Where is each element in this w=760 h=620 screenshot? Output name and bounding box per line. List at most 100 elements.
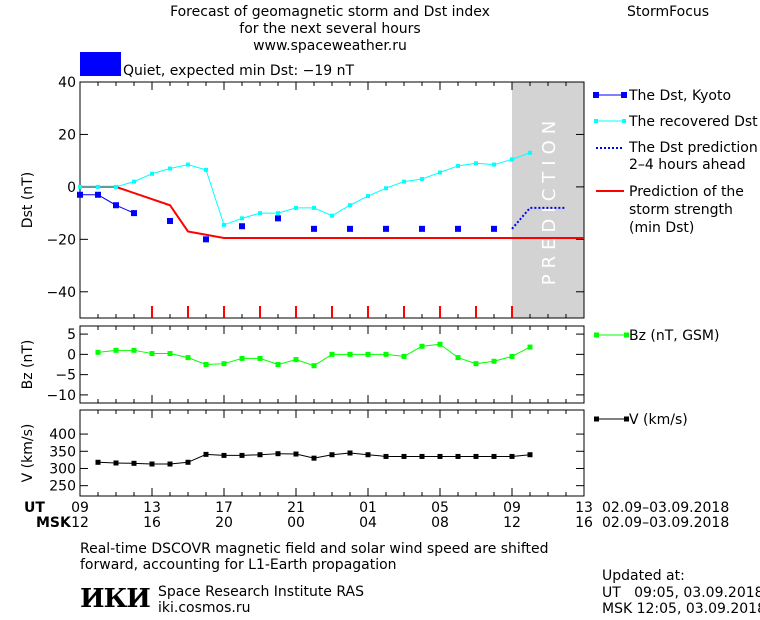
y-tick-label: 0 (67, 347, 76, 363)
legend-v-swatch (594, 416, 599, 422)
dst-kyoto-point (131, 210, 137, 217)
y-tick-label: 400 (49, 427, 76, 443)
updated-msk: MSK 12:05, 03.09.2018 (602, 601, 760, 617)
bz-point (365, 351, 371, 357)
bz-point (203, 362, 209, 367)
bz-point (275, 362, 281, 367)
ut-tick-label: 17 (215, 500, 233, 516)
dst-kyoto-point (77, 191, 83, 198)
legend-v-swatch (624, 416, 629, 422)
dst-kyoto-point (347, 225, 353, 232)
y-tick-label: 5 (67, 327, 76, 343)
dst-prediction-line (511, 206, 566, 230)
v-point (239, 452, 245, 458)
v-point (347, 450, 353, 456)
v-point (473, 453, 479, 459)
recovered-dst-line (80, 152, 531, 226)
msk-tick-label: 20 (215, 515, 233, 531)
recovered-dst-point (492, 162, 496, 167)
legend-recovered-swatch (594, 119, 598, 123)
institute-site[interactable]: iki.cosmos.ru (158, 600, 251, 616)
ut-tick-label: 09 (71, 500, 89, 516)
msk-tick-label: 16 (575, 515, 593, 531)
recovered-dst-point (294, 205, 298, 210)
bz-point (527, 344, 533, 350)
recovered-dst-point (366, 194, 370, 199)
recovered-dst-point (78, 184, 82, 189)
recovered-dst-point (384, 186, 388, 191)
y-tick-label: 250 (49, 479, 76, 495)
legend-storm: Prediction of the (629, 184, 744, 200)
bz-point (293, 357, 299, 363)
updated-ut: UT 09:05, 03.09.2018 (602, 585, 760, 601)
v-point (491, 453, 497, 459)
recovered-dst-point (168, 166, 172, 171)
v-point (221, 452, 227, 458)
legend-recovered: The recovered Dst (628, 114, 758, 130)
dst-kyoto-point (113, 202, 119, 209)
date-range-ut: 02.09–03.09.2018 (602, 500, 730, 516)
recovered-dst-point (240, 216, 244, 221)
ut-tick-label: 13 (575, 500, 593, 516)
legend-prediction: 2–4 hours ahead (629, 157, 746, 173)
v-point (329, 452, 335, 458)
recovered-dst-point (186, 162, 190, 167)
bz-point (131, 347, 137, 353)
dst-kyoto-point (419, 225, 425, 232)
dst-kyoto-line (80, 194, 135, 214)
recovered-dst-point (420, 177, 424, 182)
note-line1: Real-time DSCOVR magnetic field and sola… (80, 541, 549, 557)
bz-point (401, 353, 407, 359)
v-point (185, 459, 191, 465)
dst-kyoto-point (203, 236, 209, 243)
recovered-dst-point (204, 167, 208, 172)
ut-tick-label: 13 (143, 500, 161, 516)
storm-strength-line (80, 185, 584, 240)
recovered-dst-point (132, 179, 136, 184)
v-point (437, 453, 443, 459)
bz-point (149, 351, 155, 357)
y-axis-label: V (km/s) (20, 424, 36, 483)
dst-kyoto-point (311, 225, 317, 232)
ut-tick-label: 01 (359, 500, 377, 516)
bz-point (473, 361, 479, 367)
v-point (419, 453, 425, 459)
dst-kyoto-point (383, 225, 389, 232)
y-tick-label: −5 (55, 368, 76, 384)
bz-point (221, 361, 227, 367)
bz-point (257, 355, 263, 361)
y-axis-label: Dst (nT) (20, 172, 36, 228)
y-tick-label: 300 (49, 461, 76, 477)
ut-label: UT (24, 500, 45, 516)
legend-kyoto-swatch (593, 92, 599, 98)
bz-point (113, 347, 119, 353)
dst-kyoto-point (95, 191, 101, 198)
v-point (311, 455, 317, 461)
msk-tick-label: 00 (287, 515, 305, 531)
v-point (167, 461, 173, 467)
bz-point (509, 353, 515, 359)
source-url[interactable]: www.spaceweather.ru (253, 38, 407, 54)
note-line2: forward, accounting for L1-Earth propaga… (80, 557, 397, 573)
v-point (131, 460, 137, 466)
bz-point (185, 355, 191, 361)
bz-point (329, 351, 335, 357)
v-point (149, 461, 155, 467)
msk-tick-label: 16 (143, 515, 161, 531)
iki-logo: ИКИ (80, 584, 151, 614)
legend-recovered-swatch (622, 119, 626, 123)
ut-tick-label: 09 (503, 500, 521, 516)
ut-tick-label: 05 (431, 500, 449, 516)
dst-kyoto-point (167, 217, 173, 224)
recovered-dst-point (402, 179, 406, 184)
recovered-dst-point (330, 213, 334, 218)
msk-tick-label: 12 (71, 515, 89, 531)
y-tick-label: 350 (49, 444, 76, 460)
y-tick-label: 20 (58, 127, 76, 143)
v-point (203, 451, 209, 457)
y-tick-label: −20 (46, 232, 76, 248)
recovered-dst-point (510, 157, 514, 162)
updated-label: Updated at: (602, 568, 685, 584)
bz-point (95, 349, 101, 355)
